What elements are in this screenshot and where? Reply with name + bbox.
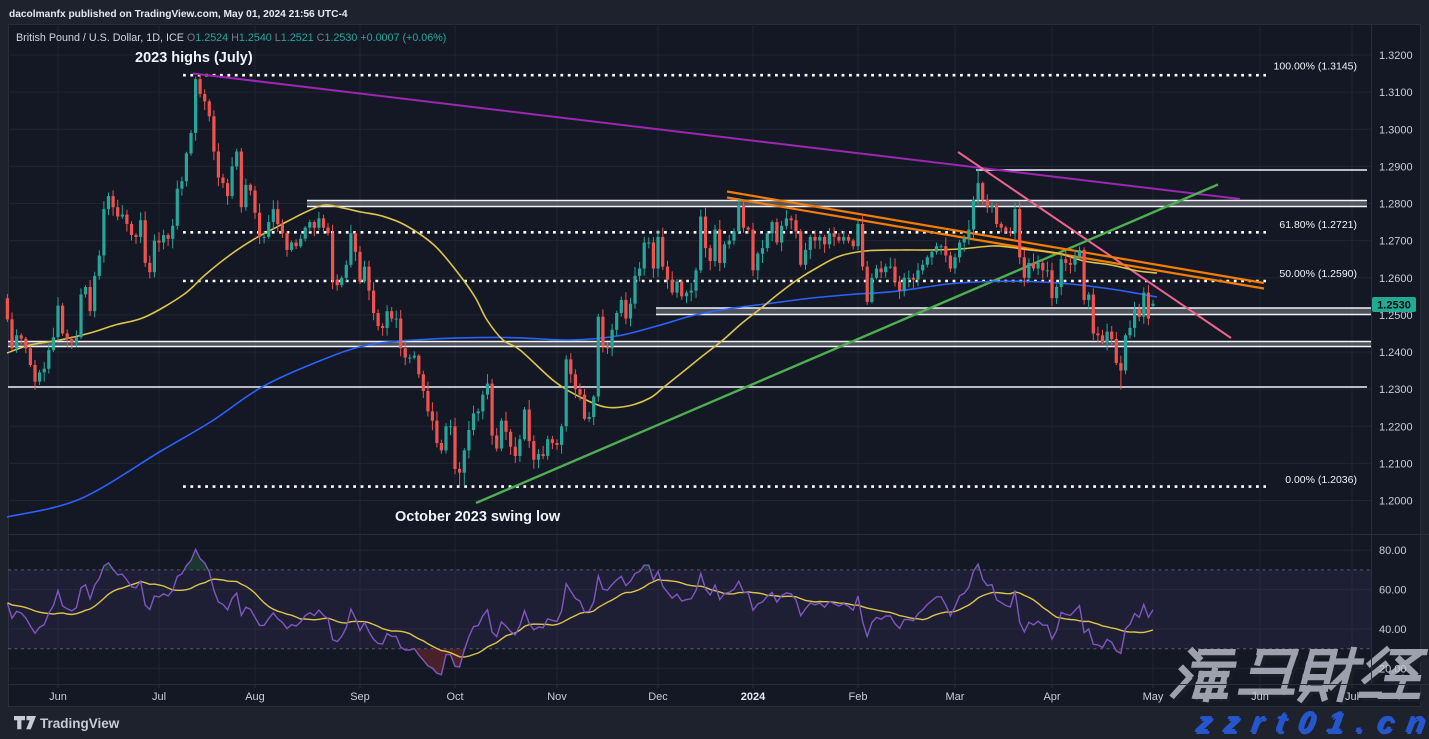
svg-text:2023 highs (July): 2023 highs (July) [135, 50, 253, 66]
svg-text:1.2000: 1.2000 [1379, 496, 1413, 508]
svg-text:Apr: Apr [1043, 691, 1060, 703]
svg-text:Jul: Jul [1345, 691, 1359, 703]
svg-text:1.2200: 1.2200 [1379, 421, 1413, 433]
svg-text:zzrt01.cn: zzrt01.cn [1194, 708, 1429, 739]
svg-text:50.00% (1.2590): 50.00% (1.2590) [1279, 268, 1357, 280]
svg-text:Nov: Nov [547, 691, 567, 703]
svg-text:British Pound / U.S. Dollar, 1: British Pound / U.S. Dollar, 1D, ICE O1.… [16, 32, 446, 44]
svg-text:1.2300: 1.2300 [1379, 384, 1413, 396]
svg-text:0.00% (1.2036): 0.00% (1.2036) [1285, 474, 1357, 486]
svg-text:Feb: Feb [849, 691, 868, 703]
svg-text:Jul: Jul [152, 691, 166, 703]
svg-text:1.2800: 1.2800 [1379, 199, 1413, 211]
svg-text:1.3000: 1.3000 [1379, 124, 1413, 136]
svg-text:Jun: Jun [49, 691, 67, 703]
svg-text:Mar: Mar [946, 691, 965, 703]
svg-text:dacolmanfx published on Tradin: dacolmanfx published on TradingView.com,… [9, 9, 348, 20]
svg-text:80.00: 80.00 [1379, 545, 1407, 557]
svg-text:60.00: 60.00 [1379, 585, 1407, 597]
svg-text:1.2900: 1.2900 [1379, 161, 1413, 173]
svg-text:October 2023 swing low: October 2023 swing low [395, 509, 561, 525]
svg-text:1.3100: 1.3100 [1379, 87, 1413, 99]
svg-text:40.00: 40.00 [1379, 624, 1407, 636]
svg-text:61.80% (1.2721): 61.80% (1.2721) [1279, 219, 1357, 231]
svg-text:Aug: Aug [245, 691, 265, 703]
svg-text:TradingView: TradingView [40, 716, 120, 731]
svg-text:1.2700: 1.2700 [1379, 236, 1413, 248]
svg-text:2024: 2024 [741, 691, 766, 703]
svg-text:Oct: Oct [446, 691, 463, 703]
svg-text:1.3200: 1.3200 [1379, 50, 1413, 62]
svg-text:Sep: Sep [350, 691, 370, 703]
svg-text:May: May [1143, 691, 1164, 703]
svg-text:1.2600: 1.2600 [1379, 273, 1413, 285]
svg-text:Jun: Jun [1251, 691, 1269, 703]
svg-text:1.2530: 1.2530 [1377, 300, 1411, 312]
svg-text:zzrt01.cn: zzrt01.cn [1192, 706, 1429, 739]
svg-text:20.00: 20.00 [1379, 663, 1407, 675]
svg-text:1.2100: 1.2100 [1379, 458, 1413, 470]
svg-text:1.2500: 1.2500 [1379, 310, 1413, 322]
svg-text:1.2400: 1.2400 [1379, 347, 1413, 359]
svg-text:Dec: Dec [648, 691, 668, 703]
svg-text:100.00% (1.3145): 100.00% (1.3145) [1274, 61, 1357, 73]
